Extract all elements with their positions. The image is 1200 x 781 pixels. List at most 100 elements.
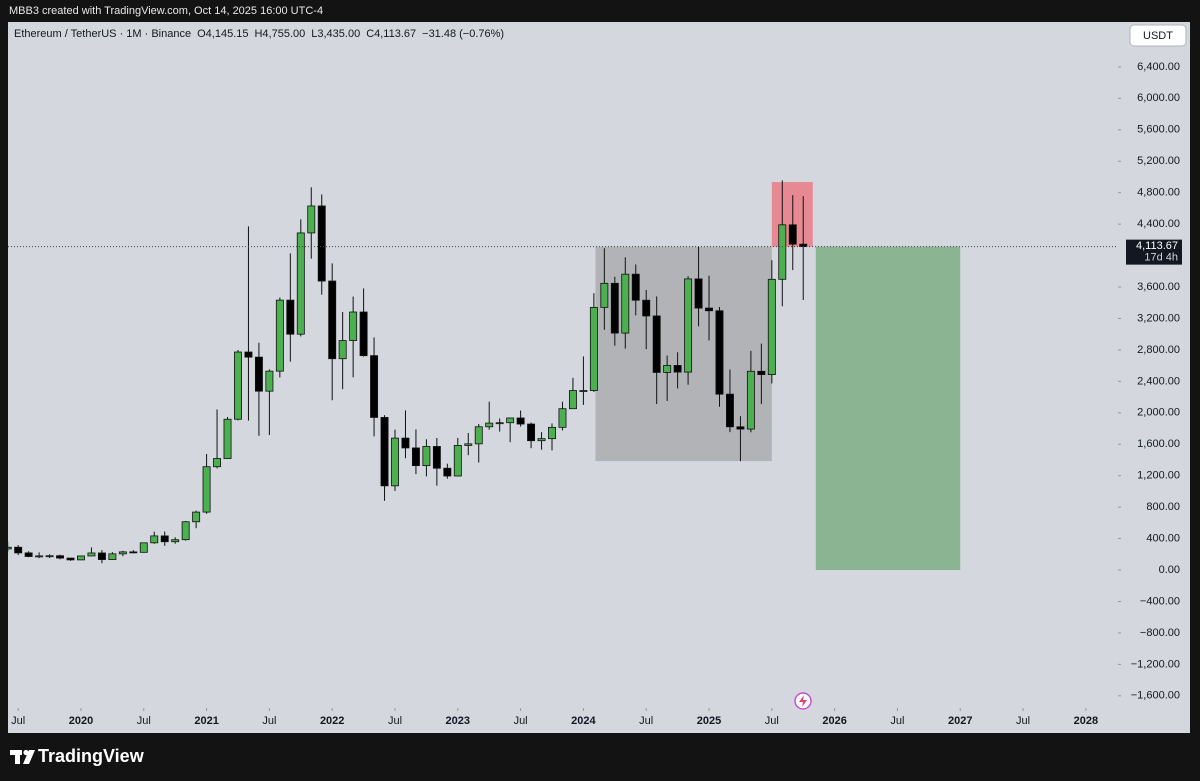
candle — [673, 352, 682, 389]
candle-body — [579, 390, 588, 392]
y-tick-label: 4,400.00 — [1137, 218, 1180, 230]
candle — [610, 276, 619, 346]
candle — [705, 275, 713, 341]
candle — [464, 433, 473, 456]
candle — [35, 552, 44, 559]
y-tick-label: 1,600.00 — [1137, 438, 1180, 450]
candle — [45, 554, 54, 559]
last-price-box — [1126, 239, 1182, 265]
y-tick-label: 3,600.00 — [1137, 281, 1180, 293]
candle — [265, 369, 274, 435]
x-tick-label: Jul — [1016, 715, 1030, 727]
candle-body — [77, 555, 85, 561]
candle — [401, 410, 410, 459]
candle-body — [139, 542, 148, 553]
x-tick-label: 2022 — [320, 715, 344, 727]
candle-body — [213, 458, 222, 468]
candle-body — [746, 370, 755, 430]
candle — [118, 550, 127, 557]
candle-body — [715, 310, 724, 395]
candle-body — [673, 365, 682, 373]
candle — [234, 349, 242, 421]
candle — [663, 355, 672, 401]
legend-value: H4,755.00 — [254, 28, 305, 40]
candle — [746, 350, 755, 433]
x-tick-label: Jul — [639, 715, 653, 727]
y-tick-label: −400.00 — [1140, 595, 1180, 607]
candle — [495, 418, 504, 432]
candle — [192, 510, 201, 529]
candle — [652, 296, 661, 404]
candle — [443, 463, 452, 479]
legend-value: −31.48 (−0.76%) — [422, 28, 504, 40]
candle-body — [600, 282, 609, 308]
y-tick-label: 6,000.00 — [1137, 92, 1180, 104]
candle — [139, 542, 148, 553]
y-tick-label: 5,200.00 — [1137, 155, 1180, 167]
candle-body — [192, 511, 201, 523]
candle-body — [663, 365, 672, 373]
y-tick-label: 5,600.00 — [1137, 124, 1180, 136]
y-tick-label: 400.00 — [1146, 532, 1180, 544]
candle-body — [485, 422, 494, 428]
y-tick-label: 6,400.00 — [1137, 61, 1180, 73]
candle-body — [464, 443, 473, 446]
candle-body — [254, 356, 263, 392]
candle — [244, 226, 253, 421]
x-tick-label: Jul — [11, 715, 25, 727]
candle — [359, 288, 368, 357]
candle-body — [527, 423, 536, 442]
candle-body — [411, 447, 420, 467]
candle — [715, 306, 724, 407]
candle — [202, 453, 211, 514]
candle-body — [181, 521, 190, 541]
header: MBB3 created with TradingView.com, Oct 1… — [9, 5, 323, 17]
candle-body — [642, 299, 651, 317]
candle-body — [380, 417, 389, 487]
plot-area — [8, 180, 961, 571]
candle — [254, 342, 263, 436]
candle-body — [652, 315, 661, 373]
candle — [757, 343, 766, 405]
candle — [778, 180, 787, 307]
candle-body — [443, 467, 452, 477]
candle — [97, 550, 106, 564]
countdown: 17d 4h — [1144, 252, 1178, 264]
footer-logo — [10, 749, 35, 764]
candle — [432, 438, 441, 486]
candle — [213, 409, 222, 469]
candle — [788, 195, 797, 271]
candle — [642, 289, 651, 350]
candle — [474, 424, 483, 463]
currency[interactable]: USDT — [1143, 30, 1173, 42]
y-tick-label: 3,200.00 — [1137, 312, 1180, 324]
x-tick-label: 2020 — [69, 715, 93, 727]
x-tick-label: Jul — [262, 715, 276, 727]
candle-body — [391, 437, 399, 487]
y-tick-label: 2,400.00 — [1137, 375, 1180, 387]
candle-body — [767, 278, 776, 375]
candle — [600, 248, 609, 330]
x-tick-label: 2027 — [948, 715, 972, 727]
candle — [160, 531, 169, 546]
candle — [568, 377, 577, 410]
candle — [296, 219, 305, 337]
candle-body — [349, 311, 358, 341]
candle — [171, 537, 180, 544]
drawing-box — [815, 246, 961, 571]
x-tick-label: Jul — [765, 715, 779, 727]
candle — [516, 410, 525, 427]
candle-body — [401, 437, 410, 449]
candle-body — [432, 446, 441, 469]
currency-button[interactable] — [1129, 24, 1187, 47]
candle — [87, 547, 96, 557]
candle — [548, 423, 556, 451]
candle — [684, 276, 693, 385]
candle-body — [495, 422, 504, 425]
candle-body — [265, 370, 274, 392]
candle-body — [506, 417, 515, 424]
footer-brand: TradingView — [38, 746, 145, 766]
candle-body — [286, 299, 295, 335]
candle-body — [97, 552, 106, 560]
